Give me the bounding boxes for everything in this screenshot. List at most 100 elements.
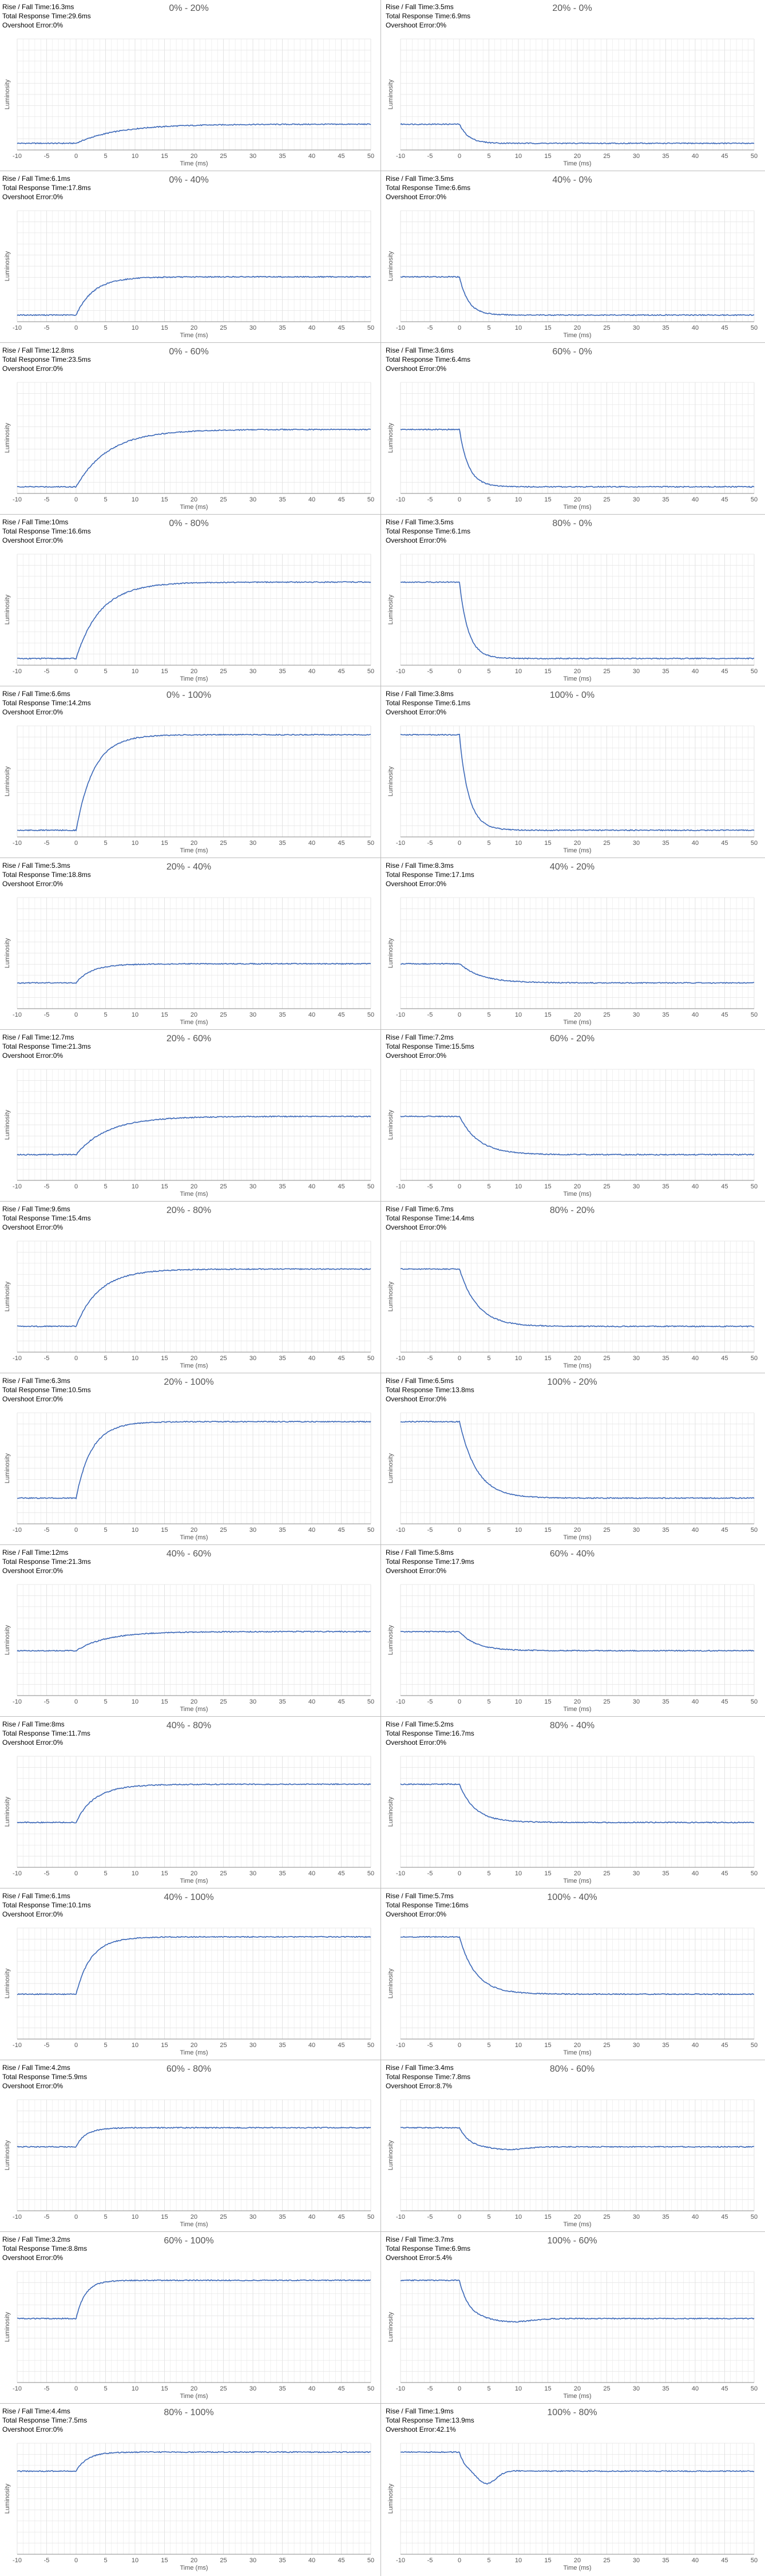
overshoot-error-value: 0% [53,1910,64,1918]
rise-fall-time-label: Rise / Fall Time: [2,346,52,354]
x-tick-label: 15 [161,2385,168,2392]
metrics-block: Rise / Fall Time:8.3ms Total Response Tim… [386,861,474,888]
x-tick-label: 25 [220,2385,227,2392]
rise-fall-time: Rise / Fall Time:3.6ms [386,346,470,355]
rise-fall-time: Rise / Fall Time:3.8ms [386,689,470,698]
x-tick-label: 30 [249,1527,256,1534]
x-tick-label: -5 [44,668,50,675]
x-tick-label: 5 [487,2214,490,2221]
total-response-time-label: Total Response Time: [386,871,452,879]
rise-fall-time: Rise / Fall Time:12ms [2,1548,91,1557]
rise-fall-time-value: 6.7ms [435,1205,454,1213]
overshoot-error-value: 0% [53,1395,64,1403]
x-tick-label: 10 [515,2214,522,2221]
x-tick-label: 35 [279,1698,286,1705]
x-tick-label: -5 [44,153,50,160]
rise-fall-time-label: Rise / Fall Time: [2,1033,52,1041]
total-response-time: Total Response Time:23.5ms [2,355,91,364]
chart-panel: Rise / Fall Time:6.5ms Total Response Tim… [383,1374,761,1543]
x-tick-label: 15 [544,153,551,160]
overshoot-error: Overshoot Error:0% [2,364,91,373]
rise-fall-time: Rise / Fall Time:8ms [2,1720,90,1729]
x-tick-label: 45 [721,2214,728,2221]
x-axis-label: Time (ms) [180,1191,208,1198]
series-line [17,2126,371,2148]
x-tick-label: 35 [279,1183,286,1190]
chart-panel: Rise / Fall Time:10ms Total Response Time… [0,515,378,685]
x-tick-label: 45 [721,2557,728,2564]
x-tick-label: 40 [308,2557,315,2564]
x-tick-label: 40 [308,2042,315,2049]
metrics-block: Rise / Fall Time:6.1ms Total Response Tim… [2,1891,91,1919]
x-tick-label: 5 [104,2042,107,2049]
x-tick-label: 20 [191,1012,197,1018]
y-axis-label: Luminosity [387,938,394,968]
x-axis-label: Time (ms) [180,675,208,682]
x-tick-label: -10 [396,153,405,160]
x-tick-label: -5 [44,1527,50,1534]
chart-title: 80% - 40% [549,1721,595,1730]
x-tick-label: 25 [603,1012,610,1018]
x-tick-label: 25 [603,668,610,675]
x-tick-label: 0 [458,496,461,503]
x-tick-label: 30 [249,2042,256,2049]
overshoot-error-value: 0% [53,880,64,888]
x-tick-label: -10 [13,1012,22,1018]
x-tick-label: 35 [662,1183,669,1190]
x-tick-label: 40 [308,1183,315,1190]
chart-panel: Rise / Fall Time:3.8ms Total Response Tim… [383,687,761,856]
x-tick-label: 25 [220,325,227,331]
x-tick-label: 25 [220,2214,227,2221]
overshoot-error: Overshoot Error:8.7% [386,2081,470,2091]
metrics-block: Rise / Fall Time:1.9ms Total Response Tim… [386,2407,474,2434]
x-tick-label: 0 [458,1527,461,1534]
chart-panel: Rise / Fall Time:7.2ms Total Response Tim… [383,1030,761,1200]
x-tick-label: 35 [279,153,286,160]
x-tick-label: 5 [487,1870,490,1877]
x-tick-label: 0 [74,2385,78,2392]
total-response-time-label: Total Response Time: [2,2073,69,2081]
y-axis-label: Luminosity [387,1453,394,1483]
x-tick-label: 50 [751,1012,758,1018]
rise-fall-time-label: Rise / Fall Time: [386,2407,435,2415]
total-response-time-label: Total Response Time: [386,699,452,707]
series-line [400,1630,755,1652]
x-tick-label: 30 [633,496,640,503]
overshoot-error-value: 0% [53,21,64,29]
x-tick-label: 35 [279,1527,286,1534]
overshoot-error: Overshoot Error:0% [386,879,474,888]
rise-fall-time: Rise / Fall Time:10ms [2,517,91,527]
x-tick-label: -10 [13,2385,22,2392]
x-tick-label: 30 [633,325,640,331]
rise-fall-time-label: Rise / Fall Time: [386,1720,435,1728]
metrics-block: Rise / Fall Time:6.7ms Total Response Tim… [386,1204,474,1232]
x-axis-label: Time (ms) [180,2565,208,2571]
x-axis-label: Time (ms) [180,160,208,167]
x-axis-label: Time (ms) [180,2049,208,2056]
rise-fall-time-value: 8.3ms [435,862,454,870]
total-response-time-label: Total Response Time: [2,12,69,20]
x-tick-label: 50 [751,1355,758,1362]
x-tick-label: -10 [396,840,405,847]
x-tick-label: -5 [427,2385,433,2392]
x-tick-label: 45 [721,2042,728,2049]
total-response-time: Total Response Time:10.5ms [2,1385,91,1394]
x-tick-label: 15 [544,840,551,847]
x-tick-label: 30 [249,496,256,503]
overshoot-error: Overshoot Error:0% [2,21,91,30]
overshoot-error-value: 0% [436,1052,447,1060]
chart-title: 20% - 80% [166,1206,212,1215]
overshoot-error-value: 0% [53,1223,64,1231]
total-response-time: Total Response Time:17.9ms [386,1557,474,1566]
x-tick-label: 35 [279,325,286,331]
total-response-time-value: 16.7ms [451,1729,474,1737]
x-tick-label: -5 [44,2557,50,2564]
rise-fall-time-value: 5.3ms [51,862,70,870]
x-tick-label: 20 [574,1870,581,1877]
x-tick-label: 10 [132,1870,138,1877]
x-tick-label: -5 [44,2214,50,2221]
x-tick-label: 20 [191,153,197,160]
total-response-time-label: Total Response Time: [2,699,69,707]
total-response-time-value: 13.8ms [451,1386,474,1394]
rise-fall-time: Rise / Fall Time:6.1ms [2,174,91,183]
